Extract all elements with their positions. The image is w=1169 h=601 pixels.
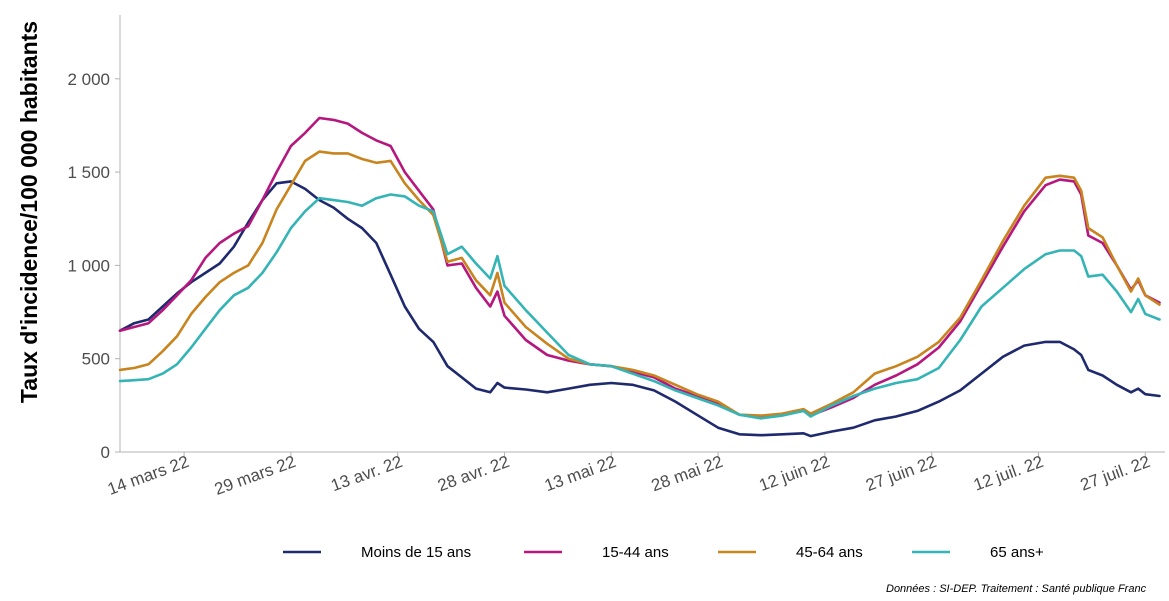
y-ticks: 0 500 1 000 1 500 2 000: [67, 70, 120, 462]
legend: Moins de 15 ans 15-44 ans 45-64 ans 65 ans+: [283, 544, 1044, 561]
y-tick-label: 500: [82, 350, 110, 369]
legend-label: 15-44 ans: [602, 544, 669, 561]
series-lines: [118, 116, 1161, 438]
x-tick-label: 13 avr. 22: [328, 452, 405, 495]
source-note: Données : SI-DEP. Traitement : Santé pub…: [886, 583, 1147, 595]
y-tick-label: 2 000: [67, 70, 110, 89]
series-line-0: [118, 180, 1161, 438]
legend-label: 65 ans+: [990, 544, 1044, 561]
x-tick-label: 13 mai 22: [542, 452, 619, 495]
y-tick-label: 0: [101, 443, 110, 462]
x-ticks: 14 mars 22 29 mars 22 13 avr. 22 28 avr. 22…: [105, 452, 1153, 499]
x-tick-label: 14 mars 22: [105, 452, 191, 499]
x-tick-label: 29 mars 22: [212, 452, 298, 499]
legend-label: Moins de 15 ans: [361, 544, 471, 561]
x-tick-label: 12 juil. 22: [971, 452, 1046, 495]
x-tick-label: 28 avr. 22: [435, 452, 512, 495]
series-line-3: [118, 193, 1161, 420]
x-tick-label: 28 mai 22: [649, 452, 726, 495]
y-tick-label: 1 000: [67, 256, 110, 275]
x-tick-label: 27 juin 22: [863, 452, 939, 495]
y-tick-label: 1 500: [67, 163, 110, 182]
legend-label: 45-64 ans: [796, 544, 863, 561]
x-tick-label: 27 juil. 22: [1078, 452, 1153, 495]
axes: [119, 15, 1165, 453]
y-axis-label: Taux d'incidence/100 000 habitants: [16, 21, 42, 403]
x-tick-label: 12 juin 22: [756, 452, 832, 495]
